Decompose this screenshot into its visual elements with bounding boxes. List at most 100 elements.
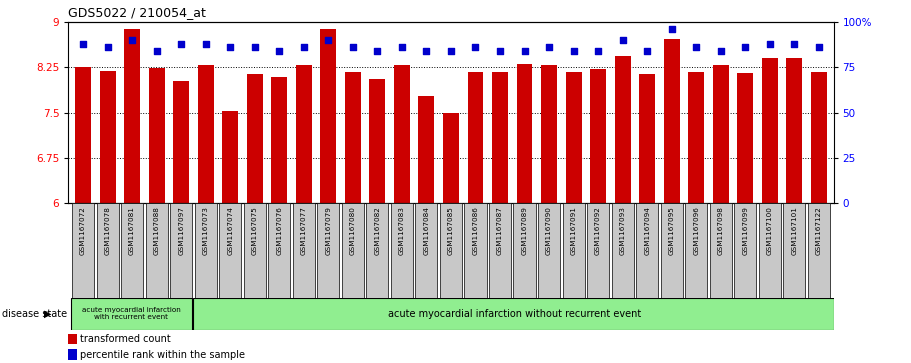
Bar — [541, 65, 557, 203]
Text: GSM1167095: GSM1167095 — [669, 206, 675, 255]
Bar — [443, 113, 459, 203]
FancyBboxPatch shape — [734, 203, 756, 298]
Point — [444, 48, 458, 54]
Text: GSM1167099: GSM1167099 — [742, 206, 748, 255]
Bar — [369, 79, 385, 203]
Point — [591, 48, 606, 54]
FancyBboxPatch shape — [538, 203, 560, 298]
Bar — [712, 65, 729, 203]
Point — [174, 41, 189, 46]
Point — [370, 48, 384, 54]
Text: GSM1167094: GSM1167094 — [644, 206, 650, 255]
Text: GDS5022 / 210054_at: GDS5022 / 210054_at — [67, 6, 206, 19]
Bar — [68, 349, 77, 360]
Point — [345, 44, 360, 50]
Text: transformed count: transformed count — [80, 334, 170, 344]
Point — [738, 44, 752, 50]
Point — [419, 48, 434, 54]
Point — [542, 44, 557, 50]
FancyBboxPatch shape — [342, 203, 363, 298]
Point — [296, 44, 311, 50]
FancyBboxPatch shape — [97, 203, 118, 298]
Point — [223, 44, 238, 50]
Bar — [615, 56, 630, 203]
FancyBboxPatch shape — [268, 203, 291, 298]
Point — [689, 44, 703, 50]
FancyBboxPatch shape — [514, 203, 536, 298]
Bar — [467, 72, 484, 203]
Point — [149, 48, 164, 54]
Text: GSM1167100: GSM1167100 — [767, 206, 773, 255]
FancyBboxPatch shape — [611, 203, 634, 298]
FancyBboxPatch shape — [660, 203, 682, 298]
FancyBboxPatch shape — [440, 203, 462, 298]
FancyBboxPatch shape — [71, 298, 192, 330]
Text: GSM1167075: GSM1167075 — [251, 206, 258, 255]
Text: GSM1167083: GSM1167083 — [399, 206, 404, 255]
Bar — [271, 77, 287, 203]
Text: GSM1167093: GSM1167093 — [619, 206, 626, 255]
FancyBboxPatch shape — [170, 203, 192, 298]
FancyBboxPatch shape — [563, 203, 585, 298]
FancyBboxPatch shape — [489, 203, 511, 298]
Bar — [394, 65, 410, 203]
Point — [272, 48, 287, 54]
FancyBboxPatch shape — [391, 203, 413, 298]
FancyBboxPatch shape — [72, 203, 94, 298]
Bar — [321, 29, 336, 203]
Text: acute myocardial infarction
with recurrent event: acute myocardial infarction with recurre… — [82, 307, 181, 321]
Text: GSM1167122: GSM1167122 — [816, 206, 822, 255]
Text: GSM1167089: GSM1167089 — [521, 206, 527, 255]
Point — [248, 44, 262, 50]
FancyBboxPatch shape — [808, 203, 830, 298]
Point — [812, 44, 826, 50]
Text: GSM1167092: GSM1167092 — [595, 206, 601, 255]
Point — [100, 44, 115, 50]
Point — [713, 48, 728, 54]
Point — [640, 48, 654, 54]
Text: ▶: ▶ — [44, 309, 51, 319]
Text: GSM1167072: GSM1167072 — [80, 206, 86, 255]
Bar — [173, 81, 189, 203]
Bar — [68, 334, 77, 344]
FancyBboxPatch shape — [292, 203, 315, 298]
Bar — [566, 72, 581, 203]
Text: GSM1167086: GSM1167086 — [473, 206, 478, 255]
Point — [664, 26, 679, 32]
Bar — [664, 39, 680, 203]
Bar — [418, 95, 435, 203]
FancyBboxPatch shape — [244, 203, 266, 298]
FancyBboxPatch shape — [317, 203, 340, 298]
Bar — [590, 69, 606, 203]
Text: GSM1167073: GSM1167073 — [202, 206, 209, 255]
Text: GSM1167079: GSM1167079 — [325, 206, 332, 255]
Text: GSM1167080: GSM1167080 — [350, 206, 356, 255]
Bar — [296, 65, 312, 203]
FancyBboxPatch shape — [193, 298, 834, 330]
Text: GSM1167096: GSM1167096 — [693, 206, 700, 255]
FancyBboxPatch shape — [636, 203, 658, 298]
Text: GSM1167077: GSM1167077 — [301, 206, 307, 255]
FancyBboxPatch shape — [587, 203, 609, 298]
FancyBboxPatch shape — [366, 203, 388, 298]
Point — [468, 44, 483, 50]
FancyBboxPatch shape — [759, 203, 781, 298]
FancyBboxPatch shape — [220, 203, 241, 298]
Bar — [148, 68, 165, 203]
Point — [763, 41, 777, 46]
Point — [517, 48, 532, 54]
Text: GSM1167078: GSM1167078 — [105, 206, 110, 255]
Bar — [762, 58, 778, 203]
Bar — [640, 74, 655, 203]
FancyBboxPatch shape — [465, 203, 486, 298]
Text: GSM1167081: GSM1167081 — [129, 206, 135, 255]
Point — [321, 37, 335, 43]
Bar — [345, 72, 361, 203]
Bar — [688, 72, 704, 203]
Text: GSM1167087: GSM1167087 — [497, 206, 503, 255]
Text: GSM1167088: GSM1167088 — [154, 206, 159, 255]
Point — [787, 41, 802, 46]
Point — [125, 37, 139, 43]
Bar — [124, 29, 140, 203]
Text: GSM1167090: GSM1167090 — [546, 206, 552, 255]
